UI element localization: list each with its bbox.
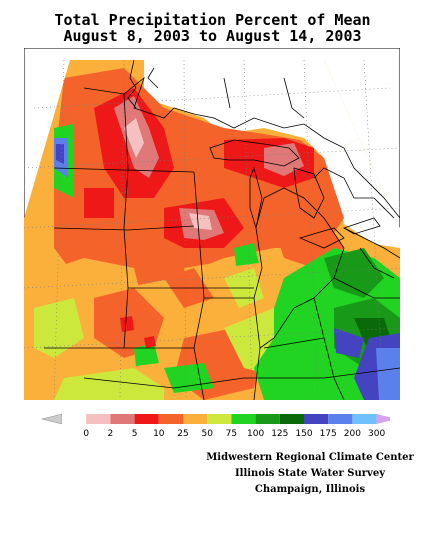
legend-tick-label: 75 xyxy=(226,429,237,439)
legend-tick-label: 200 xyxy=(344,429,361,439)
legend-swatch xyxy=(158,414,183,424)
legend-swatch xyxy=(62,414,87,424)
legend-swatch xyxy=(231,414,256,424)
legend-tick-label: 150 xyxy=(295,429,312,439)
legend-tick-label: 175 xyxy=(320,429,337,439)
legend-underflow-arrow xyxy=(41,413,63,425)
no-data-north xyxy=(144,60,360,158)
legend-overflow-arrow xyxy=(376,414,390,424)
canada-outlines xyxy=(127,59,401,279)
map-subtitle-dates: August 8, 2003 to August 14, 2003 xyxy=(63,27,362,45)
legend-swatch xyxy=(328,414,353,424)
legend-swatch xyxy=(255,414,280,424)
legend-tick-label: 25 xyxy=(177,429,188,439)
great-lakes xyxy=(209,139,381,249)
legend-swatch xyxy=(352,414,377,424)
legend-swatch xyxy=(86,414,111,424)
legend-swatch xyxy=(183,414,208,424)
legend-tick-label: 300 xyxy=(368,429,385,439)
credit-survey: Illinois State Water Survey xyxy=(234,468,386,479)
legend-tick-label: 0 xyxy=(83,429,89,439)
legend-swatch xyxy=(110,414,135,424)
credit-center: Midwestern Regional Climate Center xyxy=(206,452,414,463)
legend-tick-label: 2 xyxy=(108,429,114,439)
legend-swatch xyxy=(134,414,159,424)
credit-location: Champaign, Illinois xyxy=(254,484,366,495)
legend-swatch xyxy=(207,414,232,424)
legend-tick-label: 5 xyxy=(132,429,138,439)
legend-swatch xyxy=(304,414,329,424)
legend-tick-label: 10 xyxy=(153,429,165,439)
legend-tick-label: 100 xyxy=(247,429,264,439)
color-legend: 0 2 5 10 25 50 75 100 125 150 175 200 300 xyxy=(41,413,390,439)
no-data-northeast xyxy=(324,138,400,248)
map-title: Total Precipitation Percent of Mean xyxy=(54,11,371,29)
state-borders xyxy=(44,76,401,401)
graticule xyxy=(23,59,401,401)
legend-tick-label: 50 xyxy=(201,429,213,439)
legend-swatch xyxy=(279,414,304,424)
legend-tick-label: 125 xyxy=(271,429,288,439)
precip-field xyxy=(24,60,400,400)
precipitation-map xyxy=(23,47,401,401)
